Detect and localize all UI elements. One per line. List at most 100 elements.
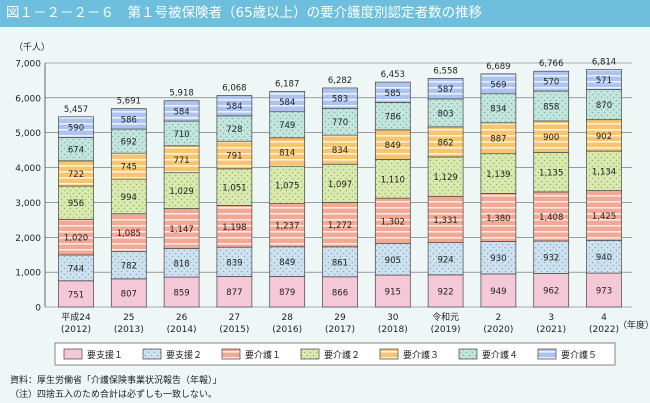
bar-segment: [586, 190, 622, 241]
bar-segment: [586, 119, 622, 152]
data-label: 1,139: [486, 170, 510, 180]
data-label: 587: [437, 85, 453, 95]
legend-label: 要介護５: [561, 349, 597, 361]
bar-segment: [533, 191, 570, 242]
bar-segment: [480, 73, 517, 95]
x-tick-sublabel: (2022): [589, 325, 619, 335]
data-label: 1,075: [275, 181, 299, 191]
bar-segment: [374, 129, 411, 160]
data-label: 994: [121, 193, 137, 203]
bar-segment: [163, 276, 200, 308]
data-label: 956: [68, 199, 84, 209]
data-label: 932: [543, 254, 559, 264]
data-label: 1,029: [169, 187, 193, 197]
data-label: 879: [279, 288, 295, 298]
footnote: （注）四捨五入のため合計は必ずしも一致しない。: [10, 390, 218, 400]
total-label: 6,558: [433, 66, 457, 76]
data-label: 692: [121, 138, 137, 148]
data-label: 1,198: [222, 223, 246, 233]
x-tick-label: 2: [496, 313, 502, 323]
data-label: 710: [173, 130, 189, 140]
bar-segment: [586, 272, 622, 308]
data-label: 870: [596, 101, 612, 111]
bar-segment: [216, 140, 253, 170]
data-label: 674: [68, 146, 84, 156]
data-label: 858: [543, 103, 559, 113]
data-label: 1,331: [433, 216, 457, 226]
data-label: 866: [332, 288, 348, 298]
data-label: 569: [490, 80, 506, 90]
data-label: 1,051: [222, 184, 246, 194]
legend-swatch: [221, 348, 241, 360]
data-label: 722: [68, 170, 84, 180]
data-label: 571: [596, 76, 612, 86]
data-label: 1,085: [117, 229, 141, 239]
figure-title: 図１－２－２－６ 第１号被保険者（65歳以上）の要介護度別認定者数の推移: [0, 0, 650, 27]
y-tick-label: 7,000: [15, 60, 41, 70]
data-label: 1,020: [64, 234, 88, 244]
bar-segment: [374, 243, 411, 276]
data-label: 900: [543, 133, 559, 143]
data-label: 1,129: [433, 173, 457, 183]
y-axis-label: （千人）: [14, 42, 50, 53]
bar-segment: [480, 241, 517, 275]
bar-segment: [480, 193, 517, 242]
bar-segment: [533, 70, 570, 92]
data-label: 584: [279, 98, 295, 108]
data-label: 849: [385, 141, 401, 151]
x-tick-label: 26: [176, 313, 188, 323]
data-label: 940: [596, 253, 612, 263]
y-tick-label: 1,000: [15, 269, 41, 279]
bar-segment: [586, 89, 622, 121]
total-label: 6,453: [381, 70, 405, 80]
x-tick-sublabel: (2019): [431, 325, 461, 335]
data-label: 749: [279, 121, 295, 131]
data-label: 570: [543, 78, 559, 88]
data-label: 839: [226, 258, 242, 268]
total-label: 6,282: [328, 76, 352, 86]
data-label: 902: [596, 132, 612, 142]
y-tick-label: 3,000: [15, 199, 41, 209]
x-tick-sublabel: (2015): [219, 325, 249, 335]
data-label: 585: [385, 89, 401, 99]
data-label: 1,272: [328, 221, 352, 231]
legend-swatch: [537, 348, 557, 360]
x-tick-sublabel: (2017): [325, 325, 355, 335]
data-label: 803: [437, 109, 453, 119]
data-label: 862: [437, 138, 453, 148]
source-note: 資料：厚生労働省「介護保険事業状況報告（年報）」: [10, 376, 222, 386]
x-tick-label: 平成24: [61, 311, 91, 323]
data-label: 814: [279, 148, 295, 158]
x-axis-label: （年度）: [618, 319, 650, 331]
y-tick-label: 0: [35, 304, 41, 314]
bar-segment: [216, 168, 253, 206]
data-label: 834: [490, 105, 506, 115]
legend-swatch: [300, 348, 320, 360]
data-label: 590: [68, 124, 84, 134]
bar-segment: [480, 273, 517, 308]
x-tick-sublabel: (2014): [167, 325, 197, 335]
x-tick-sublabel: (2013): [114, 325, 144, 335]
data-label: 782: [121, 262, 137, 272]
data-label: 887: [490, 135, 506, 145]
data-label: 973: [596, 287, 612, 297]
bar-segment: [163, 172, 200, 209]
data-label: 751: [68, 290, 84, 300]
data-label: 1,135: [539, 169, 563, 179]
data-label: 586: [121, 115, 137, 125]
bar-segment: [322, 276, 358, 308]
data-label: 728: [226, 125, 242, 135]
data-label: 834: [332, 146, 348, 156]
bar-segment: [216, 95, 253, 117]
data-label: 1,408: [539, 213, 563, 223]
bar-segment: [586, 69, 622, 90]
bar-segment: [163, 145, 200, 174]
bar-segment: [322, 134, 358, 165]
bar-segment: [533, 90, 570, 122]
total-label: 6,766: [539, 59, 563, 69]
data-label: 859: [173, 289, 189, 299]
data-label: 786: [385, 113, 401, 123]
bar-segment: [216, 205, 253, 248]
data-label: 962: [543, 287, 559, 297]
data-label: 807: [121, 289, 137, 299]
